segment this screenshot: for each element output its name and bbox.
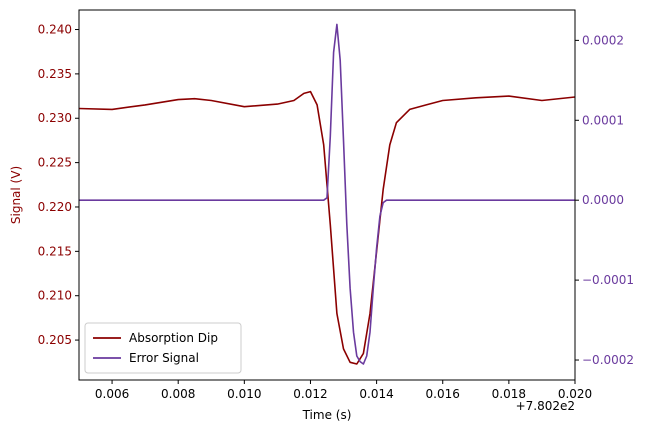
y-left-tick-label: 0.225 [38,156,72,170]
y-axis-left: 0.205 0.210 0.215 0.220 0.225 0.230 0.235 0.240 [38,23,79,347]
y-left-tick-label: 0.235 [38,67,72,81]
y-left-tick-label: 0.210 [38,289,72,303]
y-right-tick-label: 0.0001 [582,113,624,127]
y-axis-left-label: Signal (V) [9,166,23,224]
y-axis-right: −0.0002 −0.0001 0.0000 0.0001 0.0002 [575,33,634,367]
x-tick-label: 0.010 [227,387,261,401]
x-offset-label: +7.802e2 [516,399,575,413]
x-tick-label: 0.018 [492,387,526,401]
series-line-absorption-dip [78,90,576,365]
legend-label-absorption-dip: Absorption Dip [129,331,218,345]
x-axis-label: Time (s) [302,408,352,422]
plot-frame [78,9,576,381]
x-tick-label: 0.008 [161,387,195,401]
y-left-tick-label: 0.215 [38,244,72,258]
legend-box [84,322,242,374]
x-tick-label: 0.020 [558,387,592,401]
x-axis: 0.006 0.008 0.010 0.012 0.014 0.016 0.018 0.020 [95,380,592,401]
legend: Absorption Dip Error Signal [84,322,242,374]
y-right-tick-label: −0.0001 [582,273,634,287]
y-right-tick-label: 0.0002 [582,33,624,47]
y-left-tick-label: 0.230 [38,111,72,125]
y-right-tick-label: −0.0002 [582,353,634,367]
series-layer [78,23,576,365]
x-tick-label: 0.006 [95,387,129,401]
legend-label-error-signal: Error Signal [129,351,199,365]
y-left-tick-label: 0.220 [38,200,72,214]
y-left-tick-label: 0.240 [38,23,72,37]
y-right-tick-label: 0.0000 [582,193,624,207]
x-tick-label: 0.014 [359,387,393,401]
series-line-error-signal [79,23,575,365]
x-tick-label: 0.016 [426,387,460,401]
y-left-tick-label: 0.205 [38,333,72,347]
x-tick-label: 0.012 [293,387,327,401]
